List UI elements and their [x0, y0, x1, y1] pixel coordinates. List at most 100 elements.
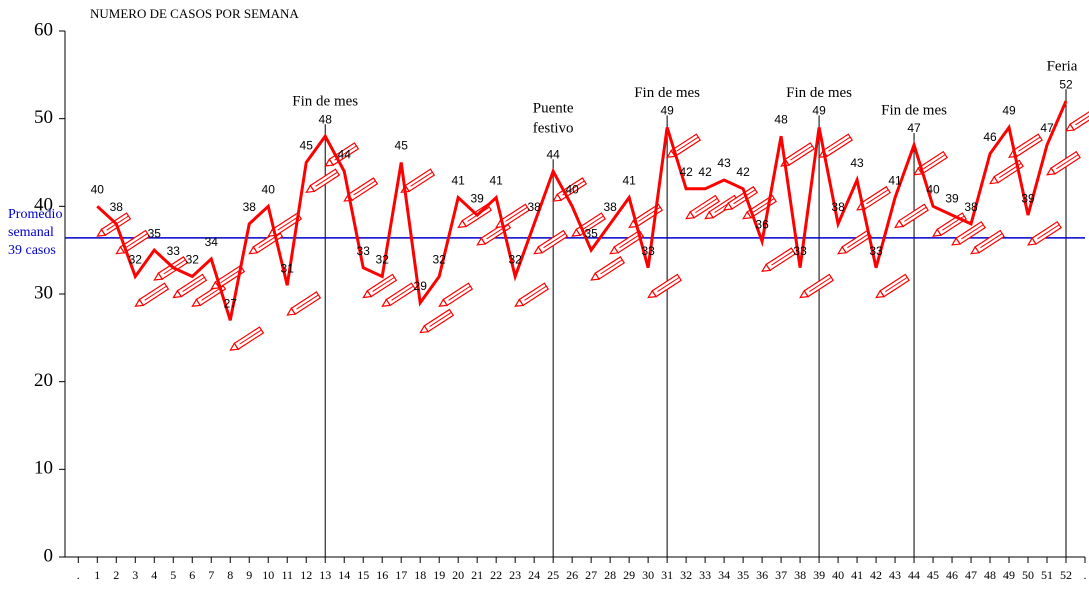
- data-label: 40: [565, 183, 579, 197]
- data-label: 38: [110, 200, 124, 214]
- pencil-tip: [153, 272, 164, 281]
- annotation-text: Fin de mes: [292, 94, 358, 110]
- x-tick-label: 3: [132, 568, 138, 582]
- pencil-stripe: [1075, 110, 1089, 126]
- data-label: 27: [224, 296, 238, 310]
- pencil-stripe: [676, 136, 699, 152]
- data-label: 43: [850, 156, 864, 170]
- pencil-stripe: [657, 276, 680, 292]
- pencil-stripe: [961, 224, 984, 240]
- pencil-stripe: [315, 171, 338, 187]
- pencil-tip: [381, 298, 392, 308]
- x-tick-label: 37: [775, 568, 787, 582]
- pencil-tip: [191, 298, 202, 308]
- x-tick-label: 46: [946, 568, 958, 582]
- pencil-stripe: [1018, 136, 1041, 152]
- data-label: 49: [660, 104, 674, 118]
- pencil-tip: [210, 280, 221, 290]
- data-label: 33: [167, 244, 181, 258]
- data-label: 32: [508, 253, 522, 267]
- pencil-icon: [894, 203, 929, 229]
- x-tick-label: 17: [395, 568, 407, 582]
- x-tick-label: 48: [984, 568, 996, 582]
- pencil-stripe: [353, 180, 376, 196]
- data-label: 32: [376, 253, 390, 267]
- pencil-icon: [419, 308, 455, 334]
- pencil-stripe: [733, 189, 756, 205]
- x-tick-label: 6: [189, 568, 195, 582]
- pencil-tip: [913, 166, 923, 176]
- data-label: 39: [945, 191, 959, 205]
- pencil-tip: [951, 237, 961, 246]
- pencil-stripe: [695, 198, 718, 214]
- pencil-stripe: [600, 259, 623, 275]
- pencil-icon: [590, 256, 626, 281]
- data-label: 39: [470, 191, 484, 205]
- x-tick-label: 45: [927, 568, 939, 582]
- data-label: 40: [91, 183, 105, 197]
- pencil-icon: [533, 229, 569, 255]
- data-label: 44: [338, 147, 352, 161]
- annotation-text: Puente: [533, 101, 574, 117]
- annotation-text: festivo: [533, 121, 574, 137]
- pencil-tip: [286, 307, 297, 316]
- pencil-icon: [514, 282, 550, 308]
- pencil-stripe: [391, 285, 414, 301]
- pencil-icon: [609, 229, 645, 255]
- x-tick-label: 24: [528, 568, 540, 582]
- pencil-tip: [666, 149, 677, 158]
- data-label: 41: [622, 174, 636, 188]
- y-tick-label: 50: [34, 107, 53, 128]
- pencil-tip: [1065, 123, 1075, 132]
- pencil-tip: [894, 219, 904, 229]
- data-label: 49: [1002, 104, 1016, 118]
- pencil-icon: [799, 273, 834, 299]
- x-tick-label: 14: [338, 568, 350, 582]
- data-label: 33: [869, 244, 883, 258]
- pencil-stripe: [885, 276, 908, 292]
- x-tick-label: 42: [870, 568, 882, 582]
- pencil-tip: [875, 289, 885, 299]
- pencil-stripe: [771, 250, 794, 266]
- x-tick-label: 19: [433, 568, 445, 582]
- data-label: 43: [717, 156, 731, 170]
- x-tick-label: 10: [262, 568, 274, 582]
- pencil-stripe: [125, 233, 148, 249]
- x-tick-label: 26: [566, 568, 578, 582]
- pencil-tip: [324, 158, 335, 167]
- pencil-tip: [685, 210, 696, 220]
- average-label: Promedio: [8, 207, 62, 222]
- pencil-tip: [647, 289, 658, 299]
- pencil-icon: [761, 247, 796, 272]
- pencil-stripe: [752, 198, 775, 214]
- data-label: 52: [1059, 77, 1073, 91]
- pencil-tip: [419, 324, 430, 334]
- data-label: 38: [527, 200, 541, 214]
- pencil-stripe: [923, 154, 946, 170]
- y-tick-label: 40: [34, 195, 53, 216]
- data-label: 38: [603, 200, 617, 214]
- x-tick-label: 43: [889, 568, 901, 582]
- x-tick-label: 9: [246, 568, 252, 582]
- data-label: 49: [812, 104, 826, 118]
- x-tick-label: 5: [170, 568, 176, 582]
- pencil-icon: [362, 273, 398, 299]
- data-label: 33: [641, 244, 655, 258]
- pencil-body: [1069, 107, 1089, 131]
- data-label: 33: [793, 244, 807, 258]
- pencil-icon: [381, 282, 417, 308]
- pencil-icon: [875, 273, 910, 299]
- pencil-tip: [970, 245, 980, 255]
- x-tick-label: 49: [1003, 568, 1015, 582]
- y-tick-label: 20: [34, 370, 53, 391]
- x-tick-label: 30: [642, 568, 654, 582]
- data-label: 32: [129, 253, 143, 267]
- pencil-stripe: [809, 276, 832, 292]
- x-tick-label: 51: [1041, 568, 1053, 582]
- data-label: 41: [489, 174, 503, 188]
- x-tick-label: 2: [113, 568, 119, 582]
- pencil-stripe: [429, 312, 452, 328]
- pencil-stripe: [828, 136, 851, 152]
- data-label: 42: [698, 165, 712, 179]
- pencil-tip: [248, 245, 259, 255]
